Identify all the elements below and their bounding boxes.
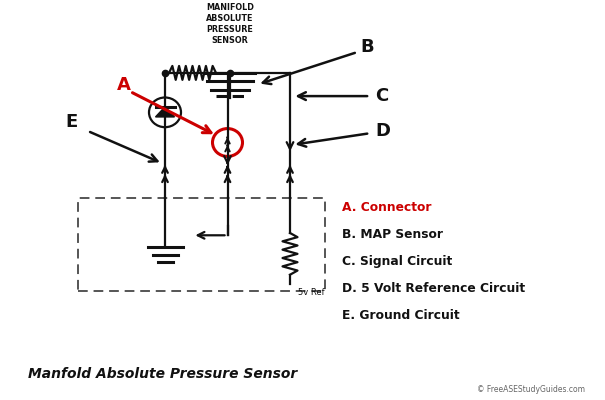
Text: E: E (65, 113, 77, 131)
Text: B: B (360, 38, 374, 56)
Polygon shape (155, 107, 174, 117)
Text: C: C (375, 87, 388, 105)
Text: D: D (375, 122, 390, 140)
Text: © FreeASEStudyGuides.com: © FreeASEStudyGuides.com (477, 385, 585, 394)
Text: E. Ground Circuit: E. Ground Circuit (342, 308, 460, 322)
Text: B. MAP Sensor: B. MAP Sensor (342, 228, 443, 241)
Text: D. 5 Volt Reference Circuit: D. 5 Volt Reference Circuit (342, 282, 526, 295)
Bar (77, 198, 325, 291)
Text: Manfold Absolute Pressure Sensor: Manfold Absolute Pressure Sensor (27, 368, 296, 382)
Text: 5v Ref: 5v Ref (298, 288, 324, 297)
FancyBboxPatch shape (0, 26, 605, 400)
Text: MANIFOLD
ABSOLUTE
PRESSURE
SENSOR: MANIFOLD ABSOLUTE PRESSURE SENSOR (206, 3, 254, 45)
Text: C. Signal Circuit: C. Signal Circuit (342, 255, 453, 268)
Text: A. Connector: A. Connector (342, 201, 432, 214)
Text: A: A (117, 76, 131, 94)
